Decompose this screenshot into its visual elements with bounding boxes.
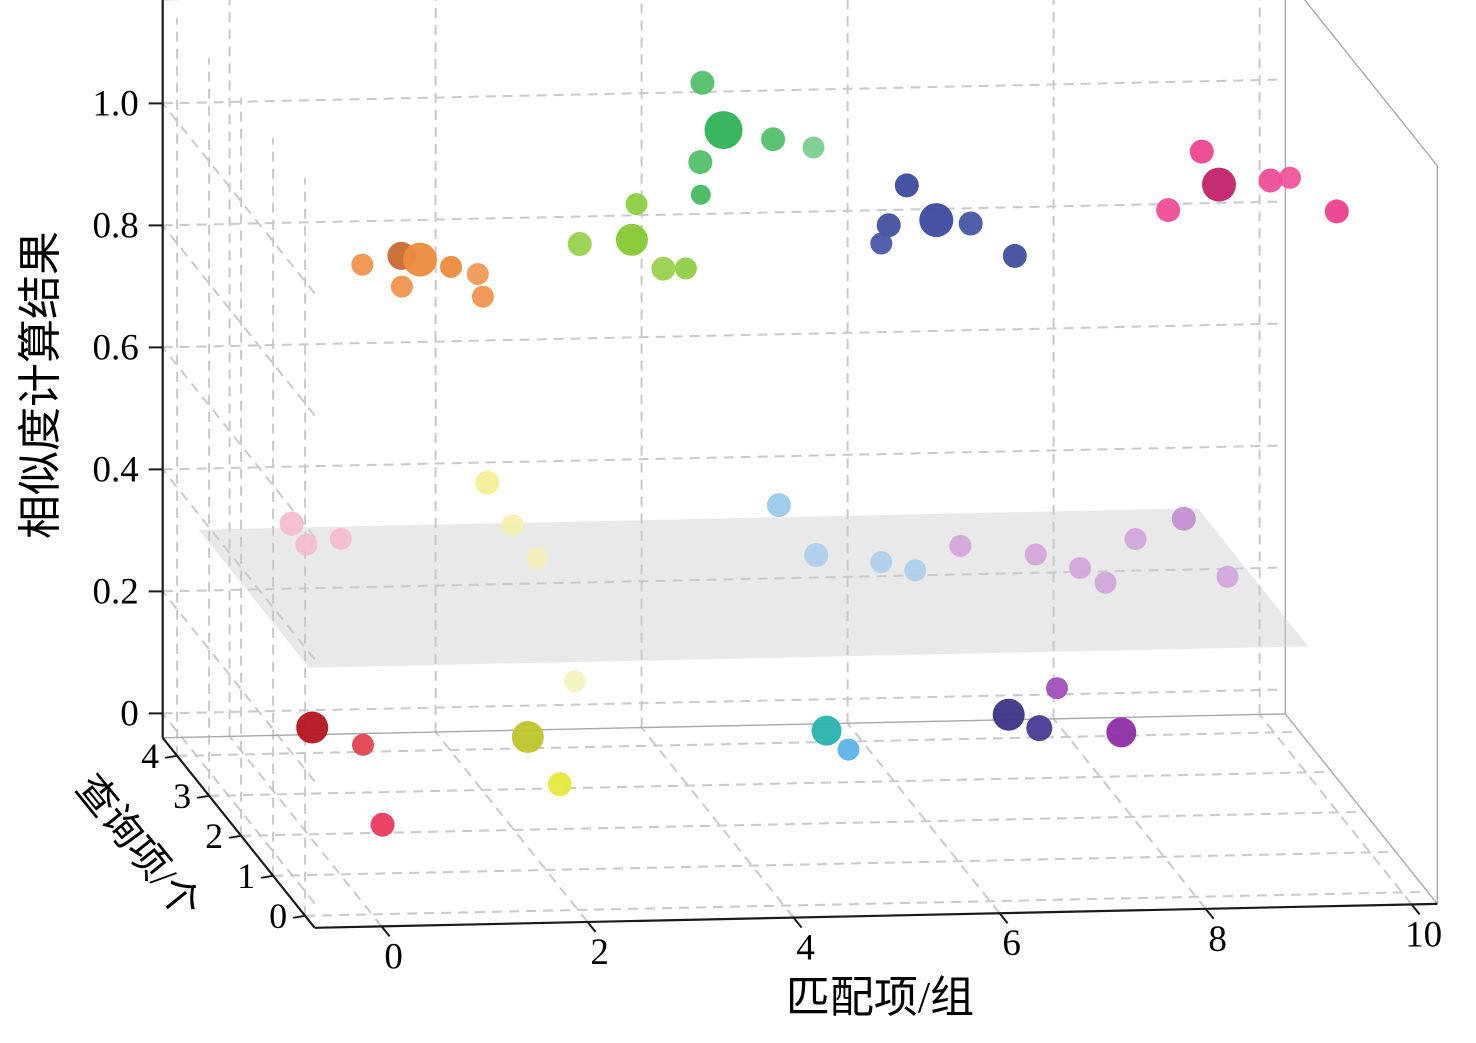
data-point-cluster-darkred-low (370, 812, 395, 837)
data-point-cluster-orange-high (390, 275, 413, 298)
z-tick-labels: 0 0.2 0.4 0.6 0.8 1.0 (92, 83, 163, 734)
data-point-cluster-pink-high (1189, 139, 1214, 164)
z-tick-label: 0 (120, 693, 139, 734)
data-point-cluster-paleyellow-mid (563, 670, 586, 693)
data-point-cluster-pink-high (1156, 198, 1181, 223)
data-point-cluster-paleplum-mid (949, 534, 972, 557)
data-point-cluster-paleplum-mid (1024, 543, 1047, 566)
data-points (279, 70, 1349, 837)
x-tick-labels: 0 2 4 6 8 10 (380, 903, 1442, 977)
data-point-cluster-yellowgreen-high (625, 193, 648, 216)
data-point-cluster-orange-high (403, 242, 437, 277)
x-tick-label: 4 (796, 928, 815, 969)
x-tick-label: 10 (1405, 914, 1442, 955)
y-tick-label: 4 (141, 736, 159, 776)
data-point-cluster-green-bright-high (688, 150, 713, 175)
data-point-cluster-paleblue-mid (904, 559, 927, 582)
z-axis-title: 相似度计算结果 (16, 231, 65, 539)
data-point-cluster-orange-high (440, 255, 462, 278)
data-point-cluster-yellowgreen-high (674, 257, 697, 280)
data-point-cluster-pink-high (1279, 166, 1301, 189)
data-point-cluster-purple-low (992, 698, 1025, 731)
z-tick-label: 0.2 (92, 571, 138, 612)
data-point-cluster-paleplum-mid (1124, 528, 1147, 551)
data-point-cluster-paleyellow-mid (526, 547, 549, 569)
x-tick-label: 2 (590, 932, 609, 973)
x-axis-title: 匹配项/组 (786, 973, 974, 1022)
data-point-cluster-blue-high (958, 211, 983, 236)
data-point-cluster-paleyellow-mid (475, 470, 500, 495)
data-point-cluster-darkred-low (352, 733, 374, 756)
data-point-cluster-blue-high (894, 173, 919, 198)
z-tick-label: 1.0 (92, 83, 138, 124)
data-point-cluster-pink-high (1324, 199, 1349, 224)
data-point-cluster-yellowgreen-high (615, 223, 648, 256)
data-point-cluster-palepink-mid (279, 511, 304, 536)
grid-lines (161, 0, 1428, 928)
data-point-cluster-teal-low (837, 738, 860, 761)
data-point-cluster-purple-low (1106, 717, 1137, 748)
x-tick-label: 6 (1002, 923, 1021, 964)
data-point-cluster-orange-high (466, 263, 489, 285)
data-point-cluster-orange-high (471, 285, 494, 308)
data-point-cluster-teal-low (811, 715, 842, 746)
data-point-cluster-paleplum-mid (1216, 565, 1239, 588)
data-point-cluster-pink-high (1202, 167, 1236, 202)
z-tick-label: 0.8 (92, 205, 138, 246)
data-point-cluster-paleplum-mid (1069, 557, 1092, 579)
data-point-cluster-paleblue-mid (870, 551, 893, 574)
data-point-cluster-palepink-mid (295, 533, 318, 556)
data-point-cluster-green-bright-high (761, 127, 786, 152)
data-point-cluster-yellowgreen-high (651, 256, 676, 281)
z-tick-label: 0.4 (92, 449, 138, 490)
data-point-cluster-olive-low (547, 772, 572, 797)
data-point-cluster-blue-high (1002, 243, 1027, 268)
data-point-cluster-purple-low (1026, 715, 1053, 742)
data-point-cluster-green-bright-high (690, 70, 715, 95)
box-edges (161, 0, 1439, 929)
data-point-cluster-green-bright-high (704, 111, 743, 150)
data-point-cluster-paleblue-mid (804, 543, 829, 568)
data-point-cluster-paleplum-mid (1094, 571, 1117, 594)
y-tick-label: 3 (173, 776, 191, 816)
y-tick-label: 0 (269, 896, 287, 936)
data-point-cluster-blue-high (870, 232, 893, 255)
data-point-cluster-darkred-low (296, 711, 329, 744)
data-point-cluster-green-bright-high (802, 136, 825, 159)
y-tick-label: 1 (237, 856, 255, 896)
data-point-cluster-paleyellow-mid (501, 514, 524, 536)
data-point-cluster-orange-high (351, 253, 374, 276)
z-tick-label: 0.6 (92, 327, 138, 368)
data-point-cluster-yellowgreen-high (567, 232, 592, 256)
data-point-cluster-paleblue-mid (766, 493, 791, 518)
x-tick-label: 8 (1208, 919, 1227, 960)
data-point-cluster-green-bright-high (690, 184, 711, 205)
data-point-cluster-paleplum-mid (1171, 506, 1196, 531)
data-point-cluster-olive-low (511, 721, 544, 753)
y-tick-label: 2 (205, 816, 223, 856)
data-point-cluster-purple-low (1046, 677, 1068, 700)
data-point-cluster-blue-high (919, 203, 954, 238)
data-point-cluster-pink-high (1258, 168, 1283, 193)
x-tick-label: 0 (384, 936, 403, 977)
data-point-cluster-palepink-mid (329, 527, 352, 550)
data-point-cluster-blue-high (876, 213, 901, 238)
